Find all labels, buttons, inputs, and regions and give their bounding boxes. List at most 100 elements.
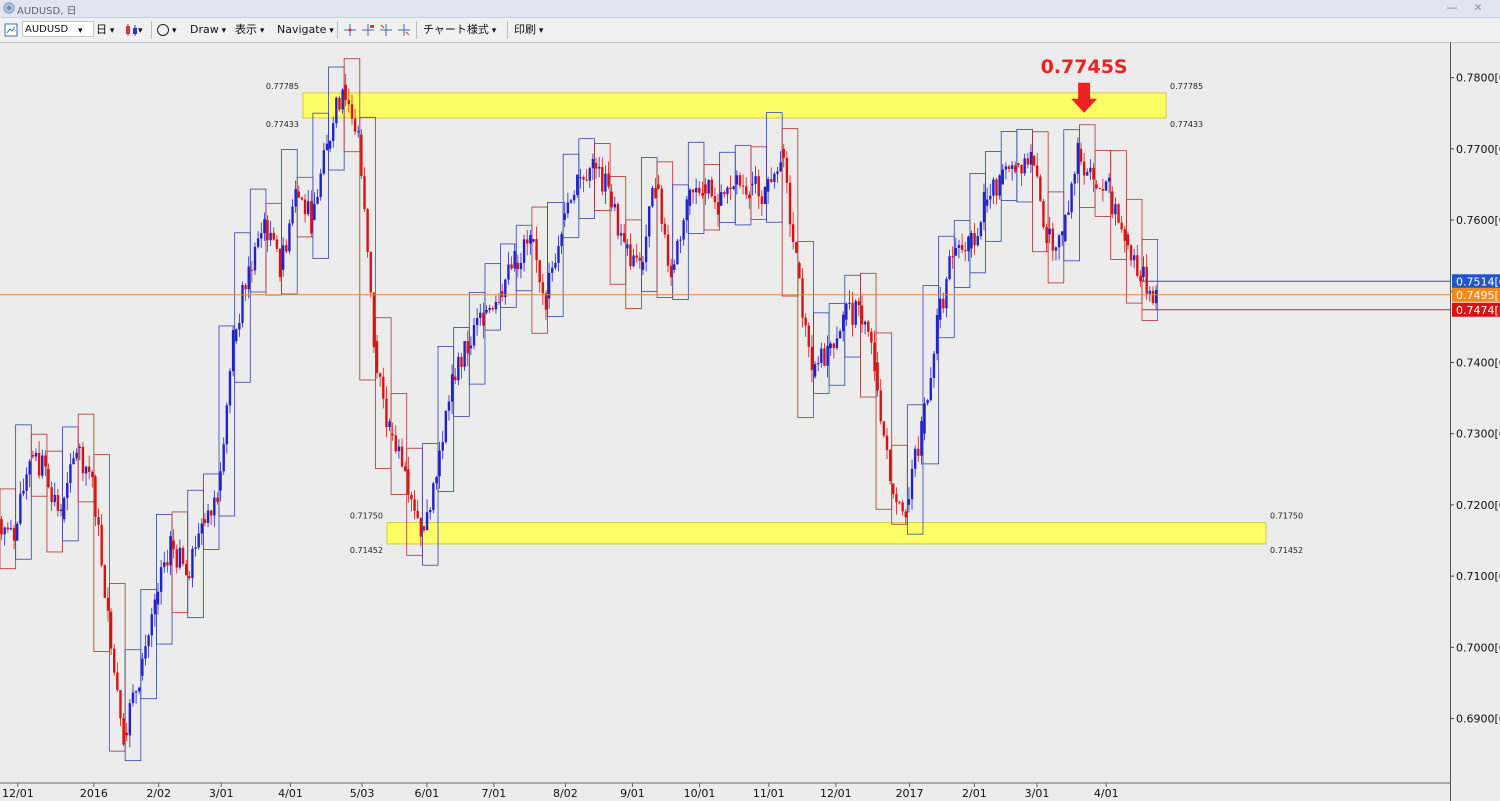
range-boxes-layer — [0, 58, 1159, 762]
candle-body — [629, 244, 632, 267]
candle-body — [1029, 151, 1033, 165]
candle-body — [488, 308, 491, 311]
print-menu[interactable]: 印刷 — [514, 22, 543, 38]
weekly-range-box — [77, 413, 95, 503]
candle-body — [838, 331, 842, 339]
candle-body — [275, 239, 279, 249]
candle-body — [1026, 158, 1029, 165]
candle-body — [1057, 235, 1061, 248]
circle-tool-dropdown[interactable] — [172, 22, 177, 38]
candle-body — [873, 342, 876, 372]
chart-style-menu[interactable]: チャート様式 — [423, 22, 496, 38]
weekly-range-box — [1079, 124, 1096, 208]
circle-tool-icon[interactable] — [156, 23, 170, 37]
weekly-range-box — [343, 58, 361, 153]
zones-layer: 0.77785 0.77433 0.77785 0.77433 0.71750 0.714… — [266, 82, 1303, 555]
crosshair-sync-icon[interactable] — [379, 23, 393, 37]
app-logo-icon — [3, 2, 15, 14]
candle-type-icon[interactable] — [124, 23, 140, 37]
weekly-range-box — [547, 201, 564, 317]
candle-type-dropdown[interactable] — [138, 22, 143, 38]
candle-body — [1132, 255, 1136, 261]
candle-body — [951, 256, 954, 258]
candle-body — [842, 314, 845, 332]
candle-body — [494, 301, 498, 310]
candle-body — [350, 104, 354, 119]
symbol-selector[interactable]: AUDUSD — [22, 21, 94, 37]
crosshair-icon[interactable] — [343, 23, 357, 37]
candle-body — [635, 255, 638, 258]
candle-body — [1035, 165, 1039, 177]
candle-body — [1048, 228, 1051, 235]
candle-body — [231, 330, 235, 372]
view-menu[interactable]: 表示 — [235, 22, 264, 38]
candle-body — [688, 189, 692, 206]
candle-body — [6, 527, 10, 530]
candle-body — [385, 398, 388, 428]
candle-body — [1089, 167, 1092, 172]
candle-body — [1154, 289, 1158, 304]
candle-body — [178, 547, 182, 568]
candle-body — [907, 499, 911, 505]
chart-window-icon[interactable] — [4, 23, 18, 37]
candle-body — [247, 266, 250, 290]
weekly-range-box — [781, 128, 799, 297]
candle-body — [347, 100, 351, 105]
x-tick-label: 3/01 — [209, 787, 234, 800]
candle-body — [344, 84, 347, 101]
candle-body — [1023, 158, 1026, 174]
symbol-dropdown-arrow[interactable] — [78, 22, 83, 38]
candle-body — [1082, 161, 1086, 176]
candle-body — [748, 194, 751, 199]
crosshair-measure-icon[interactable] — [397, 23, 411, 37]
crosshair-data-icon[interactable] — [361, 23, 375, 37]
price-tag-bg — [1452, 274, 1500, 289]
candle-body — [59, 509, 63, 511]
minimize-icon[interactable]: — — [1446, 1, 1458, 14]
draw-menu[interactable]: Draw — [190, 22, 226, 38]
candle-body — [957, 245, 961, 248]
candle-body — [216, 497, 219, 502]
candle-body — [923, 403, 926, 434]
candle-body — [723, 192, 726, 195]
candle-body — [163, 562, 166, 568]
x-tick-label: 5/03 — [350, 787, 375, 800]
candle-body — [541, 282, 545, 294]
zone-bottom-label-left: 0.77433 — [266, 120, 299, 129]
candle-body — [557, 246, 560, 263]
candle-body — [945, 279, 948, 309]
candle-body — [741, 185, 745, 187]
candle-body — [529, 235, 532, 244]
candle-body — [704, 184, 707, 194]
candle-body — [128, 703, 132, 736]
weekly-range-box — [359, 116, 376, 381]
candle-body — [172, 540, 175, 550]
candle-body — [967, 236, 970, 252]
candle-body — [738, 175, 742, 186]
candle-body — [810, 346, 814, 370]
x-tick-label: 2017 — [896, 787, 924, 800]
candle-body — [166, 562, 169, 566]
candle-body — [1120, 222, 1123, 230]
weekly-range-box — [156, 514, 173, 645]
candle-body — [1001, 169, 1004, 185]
candle-body — [776, 171, 779, 174]
candle-body — [153, 599, 157, 615]
candle-body — [491, 308, 494, 310]
candle-body — [663, 223, 667, 235]
timeframe-dropdown[interactable]: 日 — [96, 22, 114, 38]
close-icon[interactable]: ✕ — [1473, 1, 1483, 14]
candle-body — [1020, 164, 1023, 174]
candle-body — [432, 483, 435, 510]
x-axis: 12/01 2016 2/02 3/01 4/01 5/03 6/01 7/01 8/02 9/0… — [0, 782, 1450, 800]
candle-body — [1045, 227, 1048, 244]
candle-body — [419, 517, 423, 537]
price-chart[interactable]: 0.77785 0.77433 0.77785 0.77433 0.71750 0.714… — [0, 42, 1500, 801]
candle-body — [150, 614, 153, 636]
candle-body — [651, 187, 654, 207]
candle-body — [679, 239, 682, 241]
navigate-menu[interactable]: Navigate — [277, 22, 334, 38]
candle-body — [982, 191, 986, 223]
candle-body — [532, 239, 535, 242]
candle-body — [425, 512, 429, 531]
